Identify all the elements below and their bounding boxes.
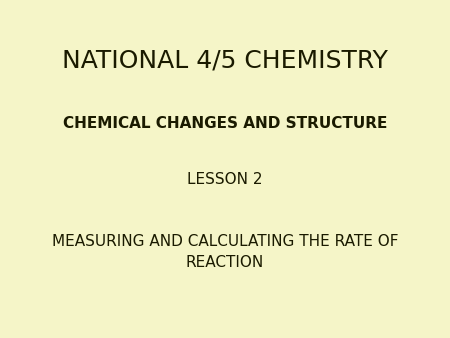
Text: NATIONAL 4/5 CHEMISTRY: NATIONAL 4/5 CHEMISTRY	[62, 49, 388, 73]
Text: MEASURING AND CALCULATING THE RATE OF
REACTION: MEASURING AND CALCULATING THE RATE OF RE…	[52, 234, 398, 270]
Text: CHEMICAL CHANGES AND STRUCTURE: CHEMICAL CHANGES AND STRUCTURE	[63, 116, 387, 131]
Text: LESSON 2: LESSON 2	[187, 172, 263, 187]
